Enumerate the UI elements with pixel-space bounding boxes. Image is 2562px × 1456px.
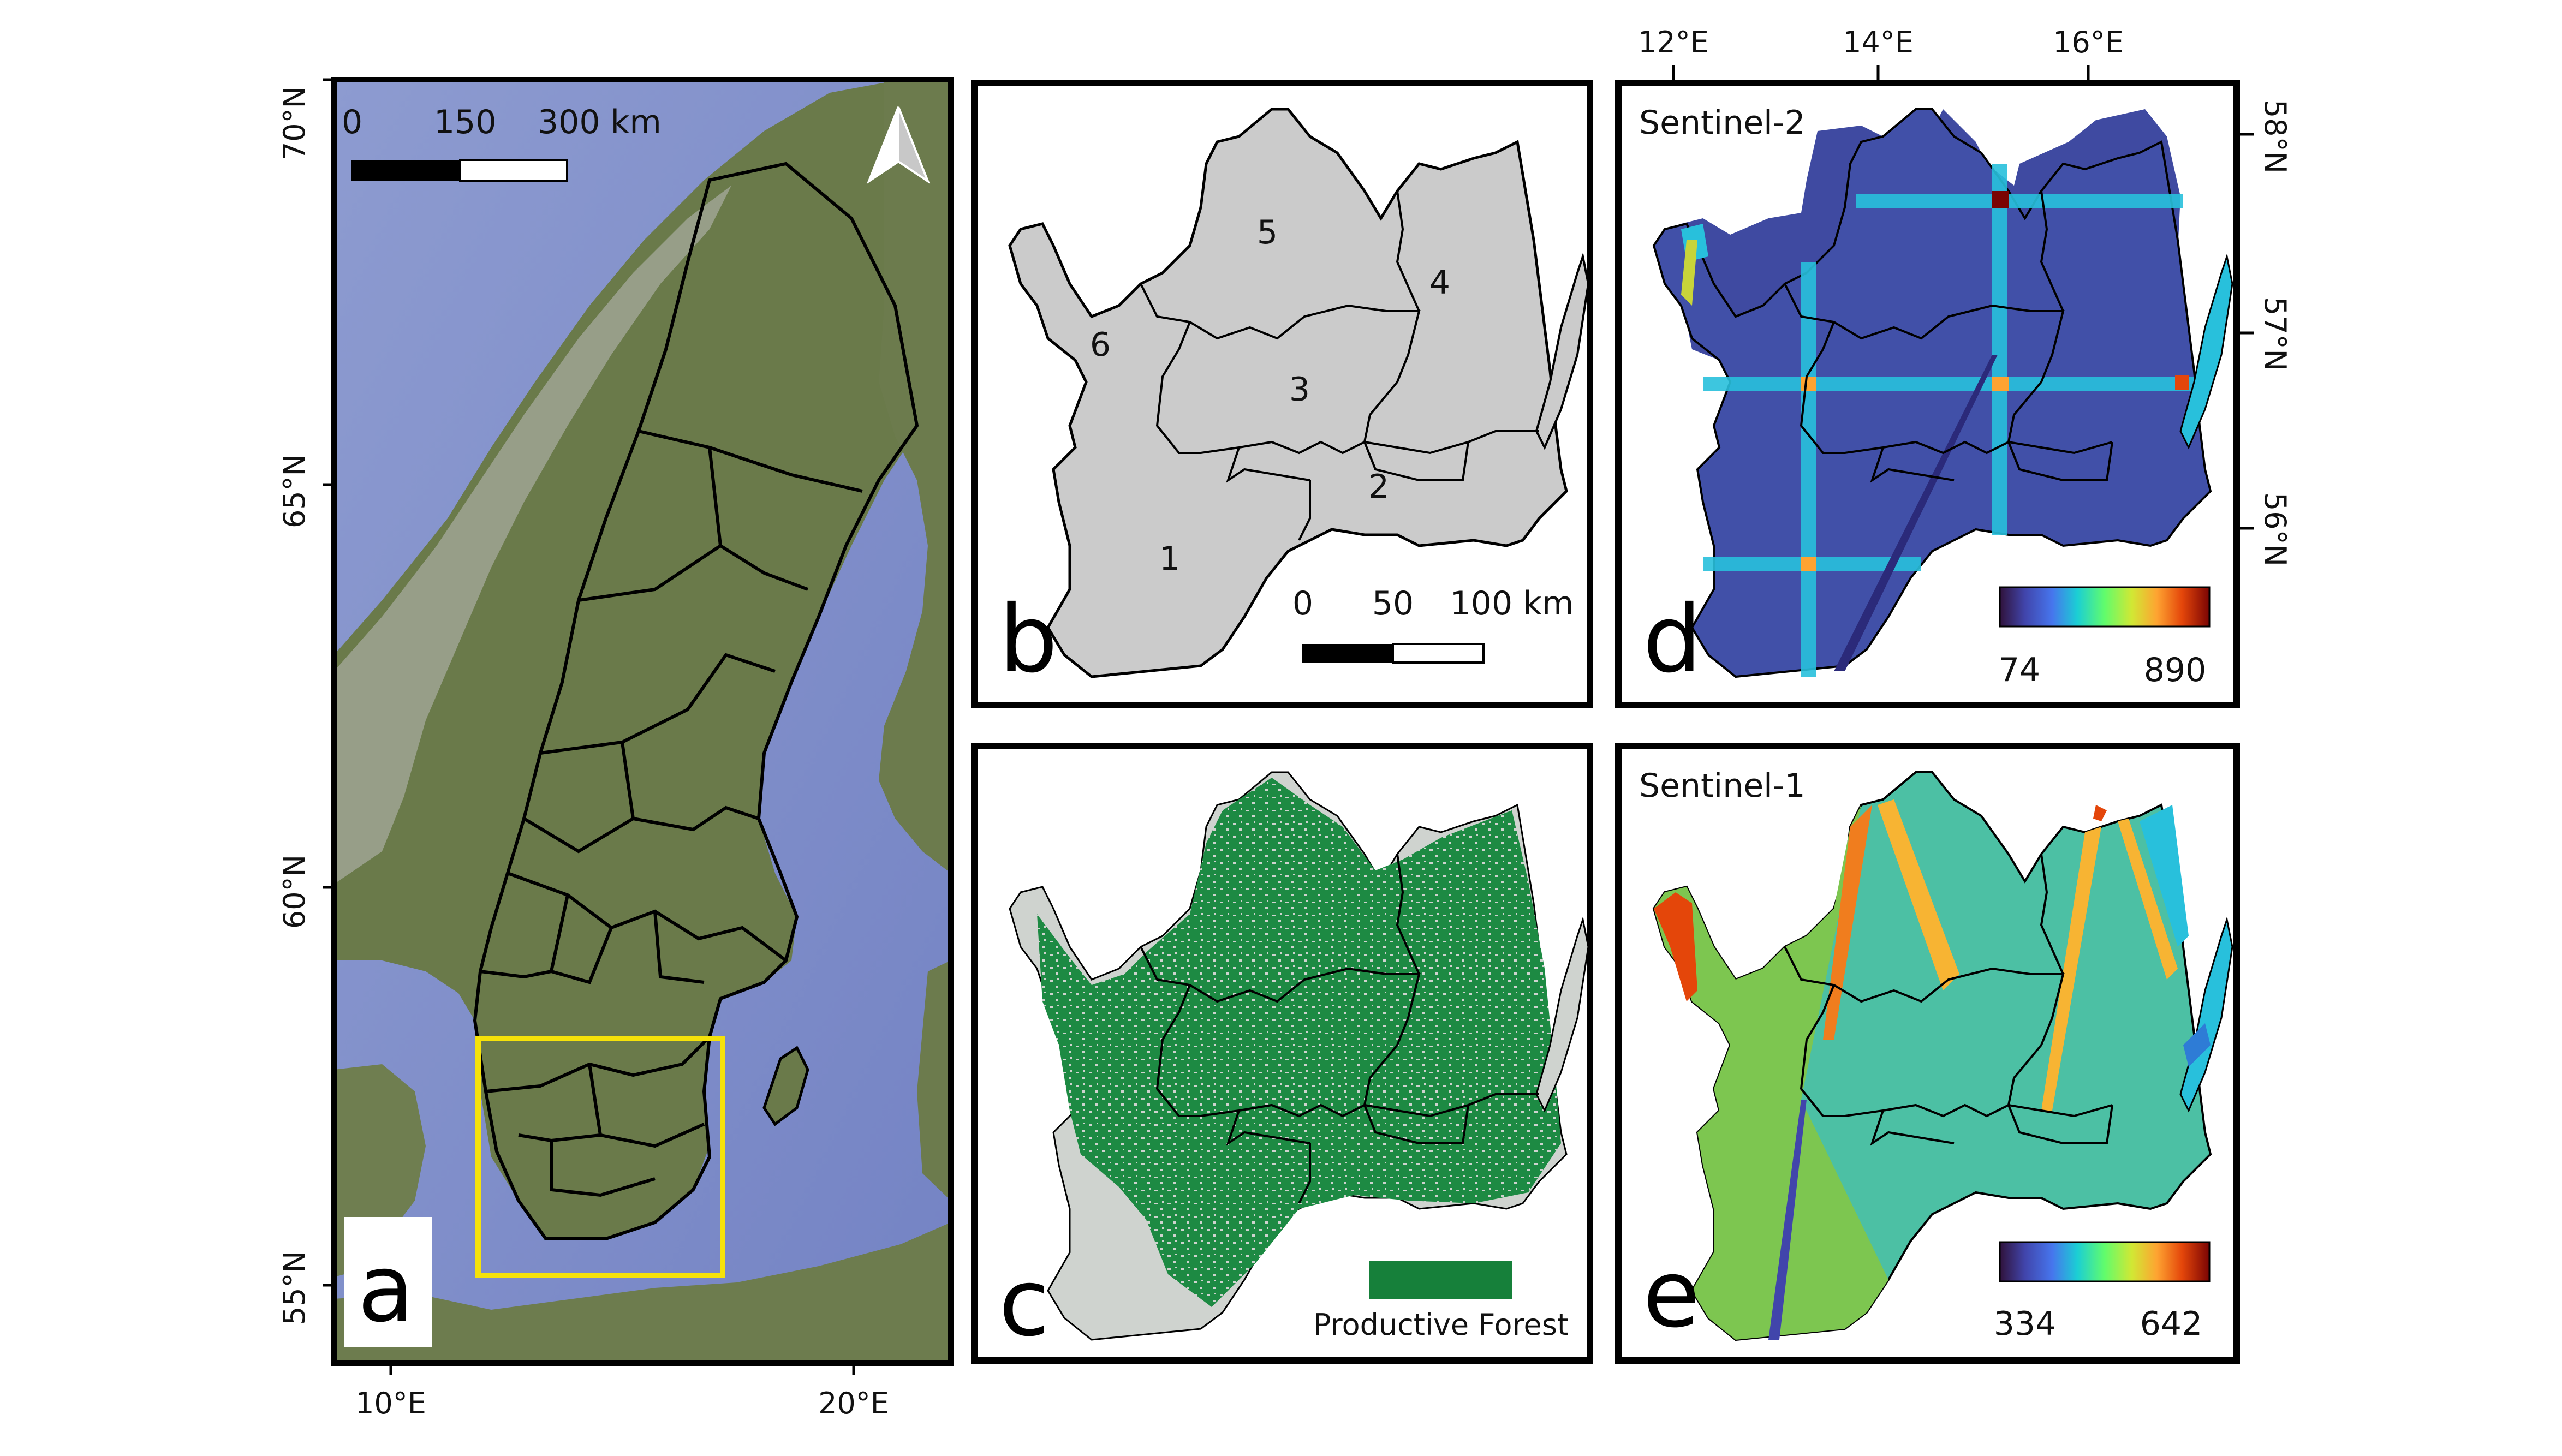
panel-e: Sentinel-1 334 642 e xyxy=(1615,743,2240,1364)
landmass-scandinavia xyxy=(334,80,951,1239)
lon-label-14: 14°E xyxy=(1843,25,1914,59)
legend-forest-label: Productive Forest xyxy=(1313,1308,1569,1342)
productive-forest-area xyxy=(1037,778,1561,1307)
panel-b-letter: b xyxy=(999,586,1058,694)
island-oland xyxy=(1535,252,1590,450)
scale-b-label-100km: 100 km xyxy=(1450,584,1574,623)
lat-label-57: 57°N xyxy=(2258,297,2292,371)
panel-d-title: Sentinel-2 xyxy=(1639,104,1806,142)
lon-label-12: 12°E xyxy=(1638,25,1709,59)
scale-bar-black xyxy=(351,160,460,181)
lon-label-10: 10°E xyxy=(355,1386,426,1421)
island-oland-c xyxy=(1535,916,1589,1113)
panel-a-letter: a xyxy=(358,1235,414,1343)
scale-b-label-50: 50 xyxy=(1372,584,1414,623)
island-gotland xyxy=(762,1046,809,1126)
landmass-finland xyxy=(879,80,951,873)
mountains xyxy=(334,186,731,884)
panel-e-title: Sentinel-1 xyxy=(1639,767,1806,805)
panel-c: Productive Forest c xyxy=(971,743,1593,1364)
sentinel2-map xyxy=(1652,108,2233,678)
panel-a-letter-bg xyxy=(344,1217,432,1347)
panel-e-letter: e xyxy=(1643,1240,1700,1348)
lat-label-55: 55°N xyxy=(277,1251,312,1325)
colorbar-e-min: 334 xyxy=(1994,1305,2057,1343)
scale-bar-white xyxy=(459,159,568,182)
panel-b: 1 2 3 4 5 6 0 50 100 km b xyxy=(971,80,1593,708)
panel-a-frame xyxy=(331,77,954,1366)
legend-forest-swatch xyxy=(1369,1261,1512,1299)
region-borders-c xyxy=(1140,854,1539,1204)
colorbar-d-max: 890 xyxy=(2144,651,2207,689)
region-number-4: 4 xyxy=(1429,264,1450,302)
region-number-3: 3 xyxy=(1289,371,1310,409)
lon-label-16: 16°E xyxy=(2053,25,2124,59)
scale-label-150: 150 xyxy=(434,103,497,141)
lon-label-20: 20°E xyxy=(818,1386,889,1421)
colorbar-d-min: 74 xyxy=(1999,651,2040,689)
north-arrow-icon xyxy=(866,106,931,184)
region-borders xyxy=(1140,190,1539,541)
scale-label-0: 0 xyxy=(342,103,362,141)
colorbar-d xyxy=(1999,586,2211,628)
scale-b-white xyxy=(1392,643,1485,664)
region-number-1: 1 xyxy=(1159,540,1180,578)
scale-b-label-0: 0 xyxy=(1292,584,1313,623)
baltic-states xyxy=(917,960,951,1201)
panel-d: Sentinel-2 74 890 d 12°E 14°E 16°E 58°N … xyxy=(1615,25,2292,708)
landmass-europe xyxy=(334,1222,951,1363)
sentinel1-map xyxy=(1652,771,2233,1341)
scale-b-black xyxy=(1302,644,1393,663)
lat-label-65: 65°N xyxy=(277,454,312,528)
panel-c-letter: c xyxy=(999,1249,1050,1357)
study-area-regions xyxy=(1008,108,1568,678)
lat-label-60: 60°N xyxy=(277,855,312,929)
region-number-2: 2 xyxy=(1368,468,1389,506)
colorbar-e xyxy=(1999,1241,2211,1282)
lat-label-58: 58°N xyxy=(2258,99,2292,174)
colorbar-e-max: 642 xyxy=(2140,1305,2203,1343)
lat-label-70: 70°N xyxy=(277,86,312,160)
panel-d-letter: d xyxy=(1643,586,1702,694)
region-number-5: 5 xyxy=(1257,213,1278,252)
region-number-6: 6 xyxy=(1090,326,1111,364)
scale-label-300km: 300 km xyxy=(538,103,662,141)
county-borders xyxy=(473,162,919,1240)
study-area-box xyxy=(475,1036,725,1278)
panel-a: 0 150 300 km a 70°N 65°N 60°N 55°N 10°E … xyxy=(277,77,954,1421)
lat-label-56: 56°N xyxy=(2258,492,2292,566)
